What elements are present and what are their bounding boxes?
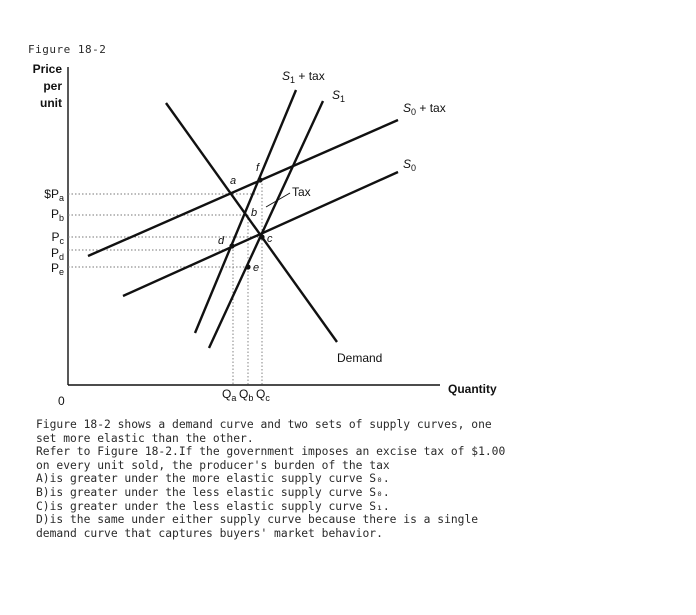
answer-option-d-continued: demand curve that captures buyers' marke… — [36, 526, 383, 540]
s0-label: S0 — [403, 157, 416, 173]
s1-tax-curve — [193, 89, 298, 334]
answer-option-c[interactable]: C)is greater under the less elastic supp… — [36, 499, 390, 513]
point-c-label: c — [267, 233, 273, 245]
quantity-label-qb: Qb — [239, 387, 253, 403]
point-e-label: e — [253, 262, 259, 274]
price-label-pc: Pc — [51, 230, 64, 246]
question-line: Figure 18-2 shows a demand curve and two… — [36, 418, 492, 431]
tax-label: Tax — [292, 185, 311, 199]
s1-tax-label: S1 + tax — [282, 69, 325, 85]
figure-label: Figure 18-2 — [28, 43, 107, 56]
demand-label: Demand — [337, 351, 382, 365]
point-d-label: d — [218, 235, 225, 247]
y-axis-label-line1: Price — [33, 62, 63, 76]
question-line: set more elastic than the other. — [36, 431, 254, 445]
origin-label: 0 — [58, 394, 65, 408]
tax-pointer — [265, 192, 291, 208]
y-axis-label-line3: unit — [40, 96, 62, 110]
intersection-points — [229, 177, 265, 270]
answer-option-d[interactable]: D)is the same under either supply curve … — [36, 513, 479, 527]
price-label-pd: Pd — [51, 246, 64, 262]
answer-option-a[interactable]: A)is greater under the more elastic supp… — [36, 472, 390, 486]
quantity-label-qa: Qa — [222, 387, 236, 403]
question-line: on every unit sold, the producer's burde… — [36, 458, 390, 472]
s0-tax-label: S0 + tax — [403, 101, 446, 117]
s0-tax-curve — [87, 118, 399, 258]
question-line: Refer to Figure 18-2.If the government i… — [36, 445, 506, 459]
question-text: Figure 18-2 shows a demand curve and two… — [36, 418, 676, 540]
quantity-label-qc: Qc — [256, 387, 270, 403]
y-axis-label-line2: per — [43, 79, 62, 93]
answer-option-b[interactable]: B)is greater under the less elastic supp… — [36, 485, 390, 499]
point-b-label: b — [251, 207, 257, 219]
price-label-pe: Pe — [51, 261, 64, 277]
x-axis-label: Quantity — [448, 382, 497, 396]
s1-curve — [207, 100, 325, 349]
guide-lines — [68, 180, 263, 385]
supply-demand-diagram: Price per unit Quantity 0 $Pa Pb Pc Pd P… — [33, 62, 497, 408]
demand-curve — [165, 102, 338, 343]
point-a-label: a — [230, 175, 236, 187]
price-label-pb: Pb — [51, 207, 64, 223]
price-label-pa: $Pa — [44, 187, 64, 203]
s1-label: S1 — [332, 88, 345, 104]
point-f-label: f — [256, 162, 260, 174]
